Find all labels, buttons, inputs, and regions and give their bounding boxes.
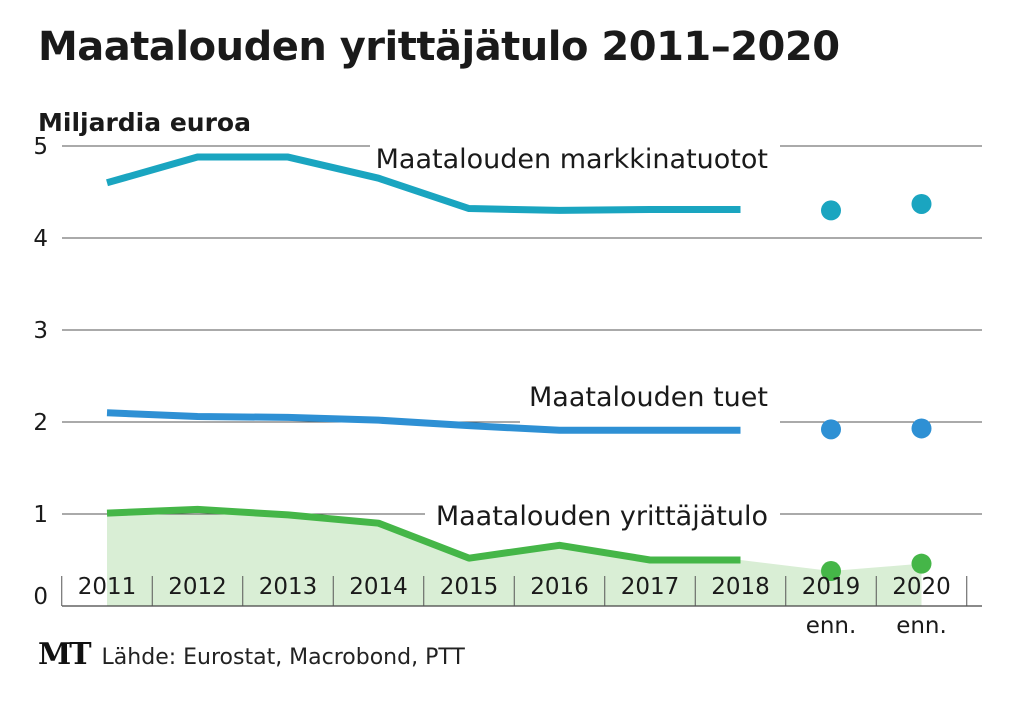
area-fill-yrittajatulo (107, 509, 922, 606)
series-label-2: Maatalouden yrittäjätulo (436, 501, 768, 532)
chart-title: Maatalouden yrittäjätulo 2011–2020 (38, 24, 840, 70)
series-label-1: Maatalouden tuet (529, 382, 768, 413)
x-tick-label-2016: 2016 (530, 574, 589, 600)
x-tick-label-2017: 2017 (621, 574, 680, 600)
y-axis-label: Miljardia euroa (38, 108, 251, 137)
x-tick-label-2020: 2020 (892, 574, 951, 600)
x-tick-label-2011: 2011 (78, 574, 137, 600)
forecast-dot-s0-2019 (821, 200, 841, 221)
series-line-2 (106, 505, 741, 564)
x-tick-label-2019: 2019 (802, 574, 861, 600)
x-tick-label-2015: 2015 (440, 574, 499, 600)
x-tick-label-2018: 2018 (711, 574, 770, 600)
y-tick-label-1: 1 (33, 502, 48, 528)
series-line-1 (106, 409, 741, 434)
y-tick-label-0: 0 (33, 584, 48, 610)
footer: MT Lähde: Eurostat, Macrobond, PTT (38, 637, 465, 672)
forecast-dot-s2-2020 (911, 553, 932, 574)
forecast-dot-s2-2019 (821, 561, 841, 582)
forecast-dot-s1-2019 (821, 419, 841, 440)
x-tick-label-2014: 2014 (349, 574, 408, 600)
x-tick-sublabel-2019: enn. (806, 613, 857, 639)
series-line-0 (106, 153, 741, 214)
series-label-0: Maatalouden markkinatuotot (376, 144, 768, 175)
source-note: Lähde: Eurostat, Macrobond, PTT (101, 645, 465, 670)
forecast-dot-s1-2020 (911, 418, 932, 439)
x-tick-label-2013: 2013 (259, 574, 318, 600)
y-tick-label-4: 4 (33, 226, 48, 252)
y-tick-label-2: 2 (33, 410, 48, 436)
x-tick-label-2012: 2012 (168, 574, 227, 600)
brand-logo: MT (38, 637, 92, 672)
x-tick-sublabel-2020: enn. (896, 613, 947, 639)
forecast-dot-s0-2020 (911, 193, 932, 214)
y-tick-label-5: 5 (33, 134, 48, 160)
y-tick-label-3: 3 (33, 318, 48, 344)
